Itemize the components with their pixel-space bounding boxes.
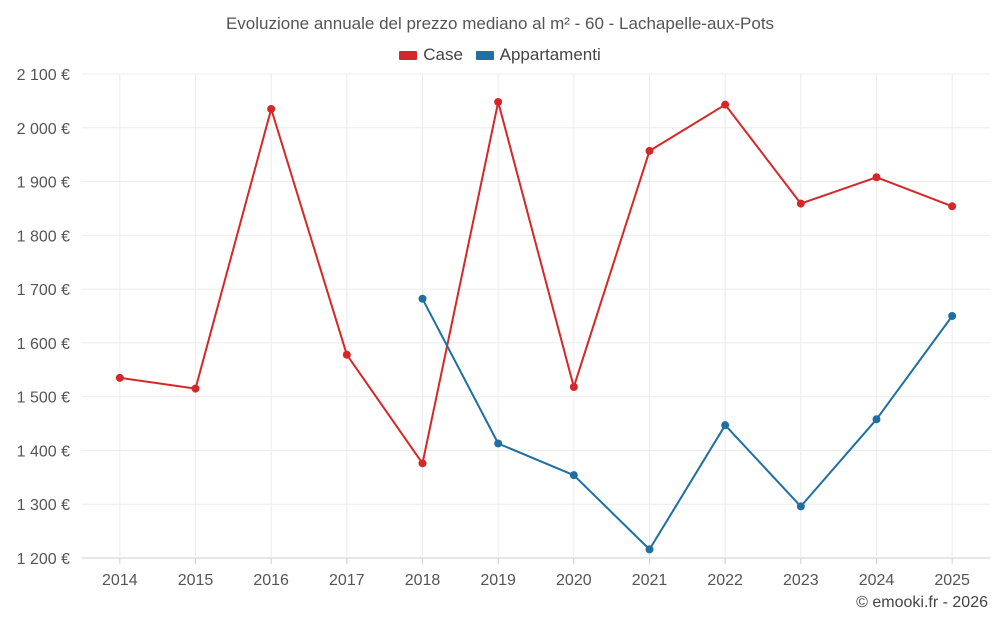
x-tick-label: 2022 xyxy=(707,572,743,589)
data-point xyxy=(115,373,124,382)
x-tick-label: 2016 xyxy=(253,572,289,589)
data-point xyxy=(418,459,427,468)
data-point xyxy=(948,312,957,320)
y-tick-label: 1 500 € xyxy=(17,390,70,407)
x-tick-label: 2018 xyxy=(405,572,441,589)
x-tick-label: 2021 xyxy=(632,572,668,589)
legend-swatch-case xyxy=(399,51,418,61)
y-tick-label: 1 800 € xyxy=(17,228,70,245)
data-point xyxy=(796,199,805,208)
x-tick-label: 2019 xyxy=(480,572,516,589)
data-point xyxy=(191,384,200,393)
credit-text: © emooki.fr - 2026 xyxy=(856,594,988,611)
data-point xyxy=(645,545,654,554)
y-tick-label: 1 900 € xyxy=(17,175,70,192)
chart-title: Evoluzione annuale del prezzo mediano al… xyxy=(225,14,775,33)
y-tick-label: 2 100 € xyxy=(17,67,70,84)
x-tick-label: 2014 xyxy=(102,572,138,589)
y-tick-label: 1 400 € xyxy=(17,443,70,460)
x-tick-label: 2017 xyxy=(329,572,365,589)
data-point xyxy=(872,173,881,182)
data-point xyxy=(645,146,654,155)
x-tick-label: 2023 xyxy=(783,572,819,589)
y-tick-label: 1 300 € xyxy=(17,497,70,514)
data-point xyxy=(494,439,503,448)
legend-item-case[interactable]: Case xyxy=(399,45,463,65)
y-tick-label: 1 600 € xyxy=(17,336,70,353)
data-point xyxy=(569,471,578,480)
data-point xyxy=(569,382,578,391)
data-point xyxy=(418,294,427,303)
data-point xyxy=(796,502,805,511)
y-tick-label: 1 700 € xyxy=(17,282,70,299)
legend-swatch-appartamenti xyxy=(475,51,494,61)
x-tick-label: 2024 xyxy=(859,572,895,589)
y-tick-label: 2 000 € xyxy=(17,121,70,138)
x-tick-label: 2025 xyxy=(934,572,970,589)
series-line-1 xyxy=(421,298,954,551)
data-point xyxy=(267,104,276,113)
data-point xyxy=(342,350,351,359)
series-line-0 xyxy=(119,101,953,465)
legend-label-case: Case xyxy=(423,45,463,64)
data-point xyxy=(948,202,957,211)
x-tick-label: 2015 xyxy=(178,572,214,589)
data-point xyxy=(494,97,503,106)
legend-label-appartamenti: Appartamenti xyxy=(499,45,601,64)
y-tick-label: 1 200 € xyxy=(17,551,70,568)
x-tick-label: 2020 xyxy=(556,572,592,589)
data-point xyxy=(721,421,730,430)
data-point xyxy=(721,100,730,109)
legend-item-appartamenti[interactable]: Appartamenti xyxy=(475,45,601,65)
data-point xyxy=(872,415,881,424)
chart-legend: Case Appartamenti xyxy=(0,45,1000,65)
